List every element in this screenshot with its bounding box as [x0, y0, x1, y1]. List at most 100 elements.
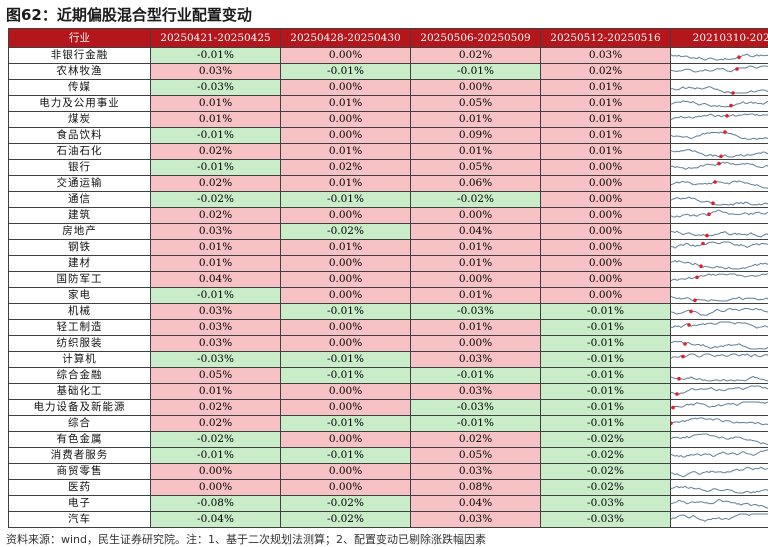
sparkline-line	[671, 322, 768, 329]
allocation-change-cell: 0.01%	[151, 384, 281, 400]
sparkline-line	[671, 386, 768, 394]
sparkline-chart	[671, 416, 768, 431]
allocation-change-cell: 0.00%	[281, 464, 411, 480]
allocation-change-cell: -0.01%	[541, 336, 671, 352]
allocation-change-cell: 0.09%	[411, 128, 541, 144]
allocation-change-cell: 0.08%	[411, 480, 541, 496]
allocation-change-cell: -0.01%	[151, 448, 281, 464]
allocation-change-cell: -0.01%	[541, 384, 671, 400]
sparkline-chart	[671, 256, 768, 271]
allocation-change-cell: -0.01%	[151, 160, 281, 176]
allocation-change-cell: 0.00%	[541, 224, 671, 240]
allocation-change-cell: 0.00%	[281, 432, 411, 448]
sparkline-chart	[671, 128, 768, 143]
trend-sparkline-cell	[671, 96, 768, 112]
trend-sparkline-cell	[671, 176, 768, 192]
allocation-change-cell: 0.01%	[411, 256, 541, 272]
industry-cell: 传媒	[9, 80, 151, 96]
industry-cell: 有色金属	[9, 432, 151, 448]
sparkline-line	[671, 450, 768, 457]
sparkline-marker	[705, 234, 709, 238]
table-row: 电子-0.08%-0.02%0.04%-0.03%	[9, 496, 768, 512]
trend-sparkline-cell	[671, 352, 768, 368]
trend-sparkline-cell	[671, 240, 768, 256]
allocation-change-cell: 0.05%	[411, 160, 541, 176]
trend-sparkline-cell	[671, 160, 768, 176]
source-note: 资料来源：wind，民生证券研究院。注：1、基于二次规划法测算；2、配置变动已剔…	[6, 531, 486, 547]
sparkline-marker	[701, 242, 705, 246]
allocation-change-cell: -0.01%	[151, 128, 281, 144]
sparkline-chart	[671, 480, 768, 495]
industry-cell: 农林牧渔	[9, 64, 151, 80]
sparkline-chart	[671, 336, 768, 351]
sparkline-line	[671, 66, 768, 72]
sparkline-chart	[671, 48, 768, 63]
allocation-change-cell: 0.03%	[541, 48, 671, 64]
trend-sparkline-cell	[671, 80, 768, 96]
sparkline-line	[671, 308, 768, 315]
table-row: 通信-0.02%-0.01%-0.02%0.00%	[9, 192, 768, 208]
allocation-change-cell: 0.00%	[281, 272, 411, 288]
allocation-change-cell: 0.04%	[411, 496, 541, 512]
allocation-change-cell: 0.03%	[151, 304, 281, 320]
industry-cell: 机械	[9, 304, 151, 320]
allocation-change-cell: -0.01%	[411, 416, 541, 432]
column-header-industry: 行业	[9, 29, 151, 48]
allocation-change-cell: -0.02%	[281, 224, 411, 240]
allocation-change-cell: -0.04%	[151, 512, 281, 528]
allocation-change-cell: 0.02%	[151, 208, 281, 224]
sparkline-marker	[737, 55, 741, 59]
table-row: 传媒-0.03%0.00%0.00%0.01%	[9, 80, 768, 96]
allocation-change-cell: 0.02%	[151, 144, 281, 160]
sparkline-marker	[699, 264, 703, 268]
column-header-period: 20250428-20250430	[281, 29, 411, 48]
allocation-change-cell: 0.00%	[411, 272, 541, 288]
sparkline-marker	[681, 355, 685, 359]
sparkline-chart	[671, 144, 768, 159]
sparkline-marker	[723, 130, 727, 134]
sparkline-marker	[719, 155, 723, 159]
table-row: 消费者服务-0.01%-0.01%0.05%-0.02%	[9, 448, 768, 464]
allocation-change-cell: 0.00%	[281, 400, 411, 416]
sparkline-chart	[671, 320, 768, 335]
sparkline-chart	[671, 224, 768, 239]
industry-cell: 汽车	[9, 512, 151, 528]
allocation-change-cell: 0.03%	[151, 64, 281, 80]
sparkline-chart	[671, 208, 768, 223]
allocation-change-cell: -0.02%	[151, 192, 281, 208]
sparkline-marker	[689, 310, 693, 314]
industry-cell: 石油石化	[9, 144, 151, 160]
allocation-change-cell: 0.00%	[541, 160, 671, 176]
sparkline-chart	[671, 192, 768, 207]
allocation-change-cell: 0.00%	[541, 240, 671, 256]
sparkline-line	[671, 434, 768, 445]
allocation-change-cell: -0.01%	[281, 368, 411, 384]
allocation-change-cell: -0.08%	[151, 496, 281, 512]
sparkline-line	[671, 274, 768, 281]
industry-cell: 通信	[9, 192, 151, 208]
allocation-change-cell: 0.02%	[151, 400, 281, 416]
allocation-change-cell: 0.03%	[411, 464, 541, 480]
industry-cell: 建筑	[9, 208, 151, 224]
allocation-change-cell: -0.03%	[541, 512, 671, 528]
sparkline-line	[671, 354, 768, 358]
trend-sparkline-cell	[671, 304, 768, 320]
allocation-change-cell: -0.02%	[541, 432, 671, 448]
allocation-change-cell: -0.02%	[151, 432, 281, 448]
allocation-change-cell: -0.03%	[151, 80, 281, 96]
allocation-change-cell: -0.03%	[541, 496, 671, 512]
industry-cell: 轻工制造	[9, 320, 151, 336]
allocation-change-cell: 0.00%	[281, 256, 411, 272]
sparkline-marker	[731, 91, 735, 95]
allocation-change-cell: -0.02%	[281, 512, 411, 528]
trend-sparkline-cell	[671, 48, 768, 64]
allocation-table: 行业 20250421-20250425 20250428-20250430 2…	[8, 28, 768, 528]
